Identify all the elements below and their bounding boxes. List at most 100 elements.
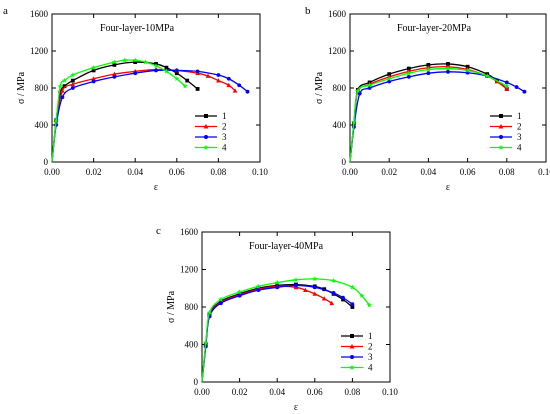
data-point [359,293,365,298]
data-point [174,68,179,73]
data-point [112,62,117,67]
data-point [522,89,527,94]
legend-label: 3 [368,352,373,362]
series-line [349,63,508,163]
legend-label: 1 [222,111,227,121]
legend-marker [498,123,504,129]
legend-label: 2 [222,122,227,132]
x-tick-label: 0.10 [252,167,268,177]
data-point [112,71,117,77]
data-point [132,57,138,63]
data-point [329,300,335,306]
data-point [111,59,117,65]
y-axis-label: σ / MPa [16,71,27,104]
data-point [406,66,411,71]
data-point [60,95,65,100]
series-1 [349,62,509,163]
data-point [387,72,392,77]
legend-item-2: 2 [341,342,373,352]
legend-label: 4 [368,363,373,373]
data-point [465,67,471,73]
y-tick-label: 1200 [30,46,49,56]
data-point [91,68,96,73]
series-3 [51,68,250,163]
legend-item-2: 2 [490,122,522,132]
panel-label: c [156,225,161,237]
series-layer [201,276,372,383]
y-tick-label: 400 [333,120,347,130]
panel-label: a [3,5,8,17]
data-point [274,279,280,285]
data-point [350,305,355,309]
data-point [153,63,159,68]
data-point [256,288,261,293]
data-point [218,301,223,306]
data-point [237,83,242,88]
x-tick-label: 0.00 [194,387,210,397]
data-point [426,71,431,76]
y-tick-label: 1600 [180,227,199,237]
chart-title: Four-layer-20MPa [397,23,472,34]
legend-label: 1 [517,111,522,121]
legend-label: 4 [517,143,522,153]
data-point [331,278,337,283]
panel-b: b Four-layer-20MPa σ / MPa ε 0.00 0.02 0.0… [305,5,550,193]
data-point [312,285,317,290]
legend-label: 2 [517,122,522,132]
data-point [245,89,250,94]
legend-item-1: 1 [490,111,522,121]
data-point [350,302,355,307]
x-tick-label: 0.10 [382,387,398,397]
x-tick-label: 0.00 [342,167,358,177]
x-tick-label: 0.04 [269,387,285,397]
y-axis-label: σ / MPa [314,71,325,104]
x-tick-label: 0.10 [538,167,550,177]
x-tick-label: 0.06 [169,167,185,177]
legend-item-1: 1 [195,111,227,121]
data-point [226,82,232,88]
legend-marker [204,135,208,139]
legend-marker [203,144,209,150]
data-point [143,59,149,65]
x-axis-label: ε [446,182,450,193]
data-point [387,79,392,84]
chart-title: Four-layer-40MPa [249,241,324,252]
data-point [312,291,318,296]
data-point [112,75,117,79]
data-point [91,79,96,84]
legend-item-3: 3 [195,132,227,142]
legend-label: 2 [368,342,373,352]
legend-marker [350,355,354,359]
data-point [206,309,213,315]
data-point [205,73,211,78]
data-point [91,76,96,81]
legend-item-3: 3 [490,132,522,142]
x-axis-label: ε [294,402,298,413]
series-layer [349,62,527,163]
data-point [163,68,169,74]
data-point [504,83,510,89]
y-tick-label: 0 [194,377,199,387]
series-1 [51,60,200,163]
legend-marker [499,135,503,139]
y-tick-label: 400 [35,120,49,130]
y-tick-label: 1600 [328,9,347,19]
data-point [57,83,63,89]
data-point [70,78,75,83]
legend-marker [203,123,209,129]
data-point [216,73,221,77]
data-point [174,71,179,76]
data-point [70,86,75,90]
data-point [237,293,242,298]
y-tick-label: 800 [333,83,347,93]
data-point [349,284,355,290]
legend-marker [499,114,503,118]
axis-ticks: 0.00 0.02 0.04 0.06 0.08 0.10 0 400 800 1200 1600 [180,227,398,397]
y-tick-label: 800 [185,302,199,312]
y-tick-label: 0 [342,157,347,167]
data-point [504,80,509,85]
data-point [70,72,76,78]
x-tick-label: 0.04 [127,167,143,177]
